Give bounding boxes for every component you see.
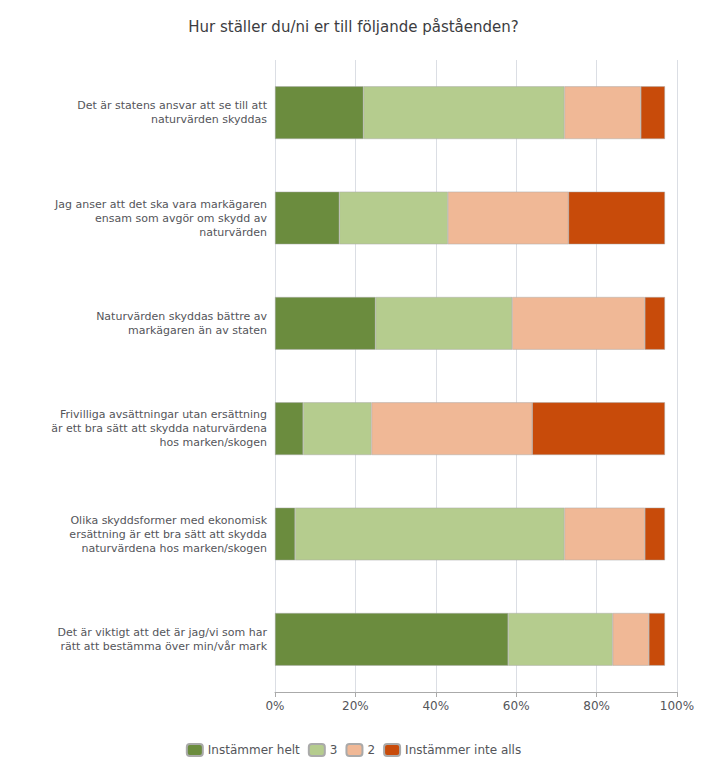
svg-text:rätt att bestämma över min/vår: rätt att bestämma över min/vår mark (60, 640, 267, 653)
svg-text:Olika skyddsformer med ekonomi: Olika skyddsformer med ekonomisk (70, 514, 267, 527)
svg-text:Naturvärden skyddas bättre av: Naturvärden skyddas bättre av (96, 310, 267, 323)
svg-text:0%: 0% (265, 699, 284, 713)
svg-text:ensam som avgör om skydd av: ensam som avgör om skydd av (95, 212, 267, 225)
svg-text:är ett bra sätt att skydda nat: är ett bra sätt att skydda naturvärdena (51, 422, 267, 435)
svg-text:Instämmer inte alls: Instämmer inte alls (405, 743, 521, 757)
svg-text:hos marken/skogen: hos marken/skogen (160, 436, 268, 449)
svg-text:40%: 40% (422, 699, 449, 713)
svg-text:ersättning är ett bra sätt att: ersättning är ett bra sätt att skydda (69, 528, 267, 541)
svg-text:100%: 100% (660, 699, 694, 713)
svg-text:Hur ställer du/ni er till följ: Hur ställer du/ni er till följande påstå… (188, 18, 519, 36)
svg-text:markägaren än av staten: markägaren än av staten (128, 324, 267, 337)
svg-text:Jag anser att det ska vara mar: Jag anser att det ska vara markägaren (54, 198, 267, 211)
svg-text:Det är statens ansvar att se t: Det är statens ansvar att se till att (77, 99, 267, 112)
svg-text:naturvärden: naturvärden (199, 226, 267, 239)
svg-text:60%: 60% (503, 699, 530, 713)
svg-text:naturvärdena hos marken/skogen: naturvärdena hos marken/skogen (81, 542, 267, 555)
svg-text:20%: 20% (342, 699, 369, 713)
svg-text:2: 2 (367, 743, 375, 757)
svg-text:Det är viktigt att det är jag/: Det är viktigt att det är jag/vi som har (57, 626, 267, 639)
svg-text:3: 3 (330, 743, 338, 757)
svg-text:naturvärden skyddas: naturvärden skyddas (151, 113, 267, 126)
svg-text:Frivilliga avsättningar utan e: Frivilliga avsättningar utan ersättning (60, 408, 267, 421)
svg-text:Instämmer helt: Instämmer helt (208, 743, 300, 757)
svg-text:80%: 80% (583, 699, 610, 713)
